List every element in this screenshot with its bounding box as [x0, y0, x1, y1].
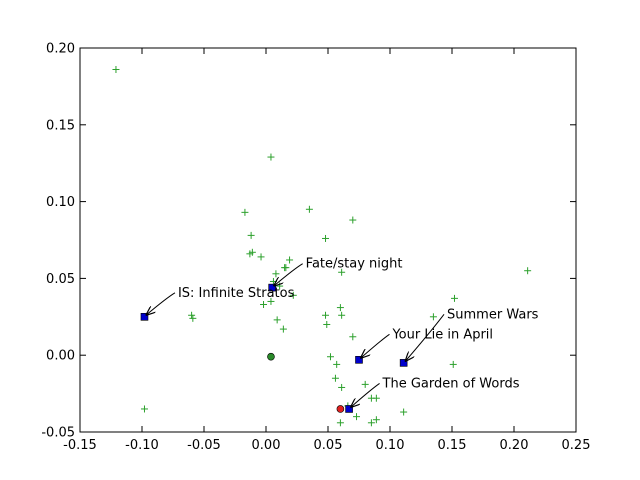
data-point — [323, 320, 331, 328]
x-tick-label: 0.05 — [314, 438, 343, 453]
y-tick-label: 0.00 — [46, 349, 75, 364]
x-tick-label: 0.25 — [562, 438, 591, 453]
annotation-label: Fate/stay night — [306, 257, 403, 272]
highlight-point — [345, 405, 353, 413]
annotation-arrow — [351, 383, 380, 407]
axis-tick-labels: -0.15 -0.10 -0.05 0.00 0.05 0.10 0.15 0.20 0.25 -… — [41, 42, 590, 454]
annotation-arrow — [146, 292, 176, 315]
data-point — [338, 311, 346, 319]
data-point — [267, 153, 275, 161]
x-tick-label: 0.20 — [500, 438, 529, 453]
y-tick-label: 0.20 — [46, 42, 75, 57]
data-point — [400, 408, 408, 416]
data-point — [450, 294, 458, 302]
data-point — [112, 66, 120, 74]
center-point — [267, 352, 275, 361]
data-point — [449, 360, 457, 368]
data-point — [257, 253, 265, 261]
x-tick-label: 0.15 — [438, 438, 467, 453]
data-point — [338, 383, 346, 391]
data-point — [260, 301, 268, 309]
annotation-label: Your Lie in April — [391, 327, 493, 342]
data-point — [282, 264, 290, 272]
data-point — [188, 311, 196, 319]
data-point — [429, 313, 437, 321]
data-point — [331, 374, 339, 382]
data-point — [338, 268, 346, 276]
data-point — [140, 405, 148, 413]
x-tick-label: -0.05 — [187, 438, 221, 453]
data-point — [247, 231, 255, 239]
data-point — [336, 419, 344, 427]
y-tick-label: 0.15 — [46, 118, 75, 133]
x-tick-label: -0.15 — [63, 438, 97, 453]
plot-frame — [79, 47, 577, 433]
data-points — [112, 66, 532, 427]
y-tick-label: 0.05 — [46, 272, 75, 287]
data-point — [333, 360, 341, 368]
data-point — [367, 419, 375, 427]
annotations: IS: Infinite Stratos Fate/stay night Summe… — [146, 257, 539, 407]
data-point — [336, 304, 344, 312]
annotation-label: Summer Wars — [447, 307, 539, 322]
data-point — [241, 208, 249, 216]
data-point — [286, 256, 294, 264]
x-tick-label: -0.10 — [125, 438, 159, 453]
data-point — [353, 413, 361, 421]
y-tick-label: 0.10 — [46, 195, 75, 210]
data-point — [349, 216, 357, 224]
x-tick-label: 0.10 — [376, 438, 405, 453]
data-point — [326, 353, 334, 361]
data-point — [322, 311, 330, 319]
data-point — [267, 297, 275, 305]
highlight-point — [355, 356, 363, 364]
plot-area — [80, 48, 576, 432]
annotation-arrow — [274, 263, 303, 286]
data-point — [305, 205, 313, 213]
data-point — [524, 267, 532, 275]
query-point — [336, 405, 345, 413]
data-point — [272, 270, 280, 278]
data-point — [349, 333, 357, 341]
annotation-label: IS: Infinite Stratos — [178, 286, 295, 301]
highlight-point — [399, 359, 408, 367]
data-point — [372, 416, 380, 424]
data-point — [361, 380, 369, 388]
annotation-label: The Garden of Words — [382, 376, 520, 391]
annotation-arrow — [361, 333, 390, 358]
y-tick-label: -0.05 — [41, 426, 75, 441]
x-tick-label: 0.00 — [252, 438, 281, 453]
data-point — [273, 316, 281, 324]
data-point — [289, 291, 297, 299]
annotation-arrow — [406, 314, 445, 361]
data-point — [372, 394, 380, 402]
data-point — [189, 314, 197, 322]
data-point — [279, 325, 287, 333]
data-point — [322, 234, 330, 242]
data-point — [246, 250, 254, 258]
